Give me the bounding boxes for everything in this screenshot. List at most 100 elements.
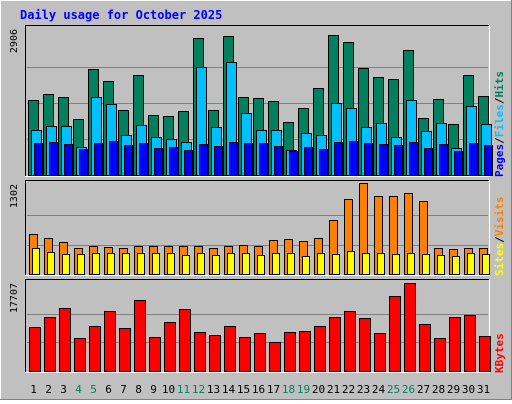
chart-title: Daily usage for October 2025 <box>20 8 222 22</box>
x-tick-label-day-18: 18 <box>282 383 295 396</box>
x-tick-label-day-28: 28 <box>432 383 445 396</box>
bar-pages-day-12 <box>199 144 208 176</box>
bar-sites-day-28 <box>437 255 445 275</box>
x-tick-label-day-15: 15 <box>237 383 250 396</box>
bar-kbytes-day-15 <box>239 337 251 372</box>
bar-pages-day-29 <box>454 151 463 176</box>
bar-kbytes-day-17 <box>269 342 281 372</box>
bar-pages-day-23 <box>364 143 373 176</box>
bar-pages-day-17 <box>274 146 283 176</box>
bar-sites-day-6 <box>107 253 115 275</box>
bar-sites-day-24 <box>377 253 385 275</box>
x-tick-label-day-31: 31 <box>477 383 490 396</box>
bar-kbytes-day-23 <box>359 318 371 372</box>
bar-pages-day-28 <box>439 144 448 176</box>
bar-pages-day-13 <box>214 146 223 176</box>
bar-sites-day-17 <box>272 253 280 275</box>
bar-sites-day-4 <box>77 254 85 275</box>
bar-pages-day-22 <box>349 141 358 176</box>
legend-separator: / <box>493 236 506 243</box>
legend-item-sites: Sites <box>493 243 506 276</box>
x-tick-label-day-9: 9 <box>150 383 157 396</box>
bar-sites-day-15 <box>242 253 250 275</box>
x-tick-label-day-19: 19 <box>297 383 310 396</box>
bar-pages-day-1 <box>34 143 43 176</box>
x-tick-label-day-25: 25 <box>387 383 400 396</box>
legend-separator: / <box>493 137 506 144</box>
bar-kbytes-day-18 <box>284 332 296 372</box>
bar-pages-day-11 <box>184 150 193 176</box>
x-tick-label-day-12: 12 <box>192 383 205 396</box>
bar-kbytes-day-30 <box>464 315 476 372</box>
panel-hits-files-pages: 2906 Pages/Files/Hits <box>9 25 506 177</box>
y-axis-max-label: 2906 <box>9 29 20 53</box>
legend-kbytes: KBytes <box>493 333 506 373</box>
bar-pages-day-20 <box>319 149 328 176</box>
bar-sites-day-12 <box>197 253 205 275</box>
bar-kbytes-day-27 <box>419 324 431 372</box>
bar-kbytes-day-1 <box>29 327 41 372</box>
x-tick-label-day-30: 30 <box>462 383 475 396</box>
bar-kbytes-day-24 <box>374 333 386 372</box>
x-tick-label-day-4: 4 <box>75 383 82 396</box>
bar-kbytes-day-10 <box>164 322 176 372</box>
bar-sites-day-22 <box>347 251 355 275</box>
x-tick-label-day-2: 2 <box>45 383 52 396</box>
series-kbytes <box>29 283 491 372</box>
bar-sites-day-23 <box>362 253 370 275</box>
y-axis-max-label: 17707 <box>9 283 20 313</box>
bar-kbytes-day-26 <box>404 283 416 372</box>
y-axis-max-label: 1302 <box>9 184 20 208</box>
x-tick-label-day-10: 10 <box>162 383 175 396</box>
bar-pages-day-16 <box>259 143 268 176</box>
bars-hits-files-pages <box>28 35 493 176</box>
bar-sites-day-18 <box>287 253 295 275</box>
bar-kbytes-day-8 <box>134 300 146 372</box>
bar-pages-day-4 <box>79 149 88 176</box>
bar-kbytes-day-28 <box>434 338 446 372</box>
x-tick-label-day-21: 21 <box>327 383 340 396</box>
bar-sites-day-31 <box>482 254 490 275</box>
bar-sites-day-19 <box>302 256 310 275</box>
legend-separator: / <box>493 97 506 104</box>
bar-pages-day-15 <box>244 143 253 176</box>
bar-pages-day-10 <box>169 147 178 176</box>
bar-sites-day-11 <box>182 255 190 275</box>
x-tick-label-day-13: 13 <box>207 383 220 396</box>
bar-pages-day-14 <box>229 142 238 176</box>
bars-kbytes <box>29 283 491 372</box>
bar-sites-day-30 <box>467 253 475 275</box>
legend-hits-files-pages: Pages/Files/Hits <box>493 71 506 177</box>
x-tick-label-day-3: 3 <box>60 383 67 396</box>
bar-pages-day-27 <box>424 148 433 176</box>
x-tick-label-day-11: 11 <box>177 383 190 396</box>
bar-sites-day-7 <box>122 253 130 275</box>
bar-kbytes-day-7 <box>119 328 131 372</box>
bar-sites-day-5 <box>92 253 100 275</box>
bar-sites-day-1 <box>32 248 40 275</box>
bar-kbytes-day-16 <box>254 333 266 372</box>
x-tick-label-day-6: 6 <box>105 383 112 396</box>
bar-kbytes-day-12 <box>194 332 206 372</box>
x-tick-label-day-27: 27 <box>417 383 430 396</box>
bar-kbytes-day-9 <box>149 337 161 372</box>
x-tick-label-day-20: 20 <box>312 383 325 396</box>
bar-pages-day-3 <box>64 144 73 176</box>
bar-pages-day-25 <box>394 145 403 176</box>
bar-pages-day-19 <box>304 147 313 176</box>
bar-pages-day-6 <box>109 141 118 176</box>
bar-sites-day-3 <box>62 254 70 275</box>
bar-kbytes-day-29 <box>449 317 461 372</box>
bar-sites-day-21 <box>332 254 340 275</box>
bar-kbytes-day-5 <box>89 326 101 372</box>
bar-kbytes-day-20 <box>314 326 326 372</box>
series-pages <box>34 141 493 176</box>
bar-kbytes-day-22 <box>344 311 356 372</box>
bar-kbytes-day-31 <box>479 336 491 372</box>
bar-sites-day-8 <box>137 253 145 275</box>
bar-pages-day-18 <box>289 151 298 176</box>
legend-visits-sites: Sites/Visits <box>493 197 506 277</box>
series-sites <box>32 248 490 275</box>
